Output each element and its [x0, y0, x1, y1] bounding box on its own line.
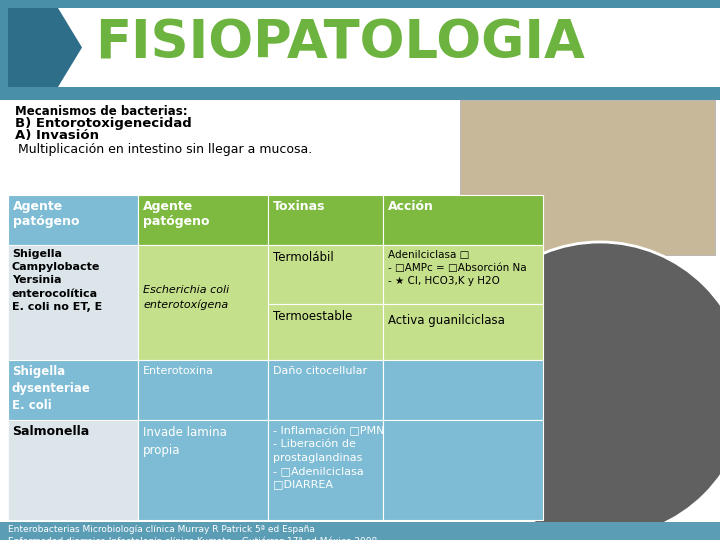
Bar [268, 245, 383, 304]
Polygon shape [8, 8, 82, 87]
Text: Enterobacterias Microbiología clínica Murray R Patrick 5ª ed España: Enterobacterias Microbiología clínica Mu… [8, 525, 315, 534]
Text: Acción: Acción [388, 200, 434, 213]
Text: Shigella
dysenteriae
E. coli: Shigella dysenteriae E. coli [12, 365, 91, 412]
Bar [8, 195, 138, 245]
Text: Mecanismos de bacterias:: Mecanismos de bacterias: [15, 105, 188, 118]
Bar [460, 100, 715, 255]
Text: FISIOPATOLOGIA: FISIOPATOLOGIA [95, 17, 585, 69]
Bar [138, 420, 268, 520]
Text: A) Invasión: A) Invasión [15, 129, 99, 142]
Bar [268, 420, 383, 520]
Bar [0, 0, 720, 95]
Text: Salmonella: Salmonella [12, 425, 89, 438]
Bar [8, 360, 138, 420]
Bar [138, 245, 268, 360]
Text: Enfermedad diarreica Infectología clínica Kumate – Gutiérrez 17ª ed México 2008: Enfermedad diarreica Infectología clínic… [8, 536, 377, 540]
Bar [8, 245, 138, 360]
Circle shape [452, 242, 720, 538]
Text: Adenilciclasa □
- □AMPc = □Absorción Na
- ★ Cl, HCO3,K y H2O: Adenilciclasa □ - □AMPc = □Absorción Na … [388, 250, 526, 286]
Text: Daño citocellular: Daño citocellular [273, 366, 367, 376]
Text: Agente
patógeno: Agente patógeno [143, 200, 210, 228]
Bar [383, 304, 543, 360]
Bar [383, 245, 543, 304]
Bar [0, 522, 720, 540]
Bar [138, 195, 268, 245]
Text: Agente
patógeno: Agente patógeno [13, 200, 79, 228]
Bar [8, 420, 138, 520]
Text: Multiplicación en intestino sin llegar a mucosa.: Multiplicación en intestino sin llegar a… [18, 143, 312, 156]
Text: B) Entorotoxigenecidad: B) Entorotoxigenecidad [15, 117, 192, 130]
Text: Termolábil: Termolábil [273, 251, 334, 264]
Bar [383, 420, 543, 520]
Text: Toxinas: Toxinas [273, 200, 325, 213]
Text: Termoestable: Termoestable [273, 310, 352, 323]
Bar [383, 195, 543, 245]
Bar [268, 360, 383, 420]
Text: - Inflamación □PMN
- Liberación de
prostaglandinas
- □Adenilciclasa
□DIARREA: - Inflamación □PMN - Liberación de prost… [273, 426, 384, 489]
Text: Escherichia coli
enterotoxígena: Escherichia coli enterotoxígena [143, 285, 229, 310]
Text: Shigella
Campylobacte
Yersinia
enterocolítica
E. coli no ET, E: Shigella Campylobacte Yersinia enterocol… [12, 249, 102, 312]
Polygon shape [38, 8, 720, 87]
Text: Enterotoxina: Enterotoxina [143, 366, 214, 376]
Text: Activa guanilciclasa: Activa guanilciclasa [388, 314, 505, 327]
Bar [268, 195, 383, 245]
Bar [268, 304, 383, 360]
Bar [138, 360, 268, 420]
Bar [383, 360, 543, 420]
Text: Invade lamina
propia: Invade lamina propia [143, 426, 227, 457]
Bar [0, 95, 720, 100]
